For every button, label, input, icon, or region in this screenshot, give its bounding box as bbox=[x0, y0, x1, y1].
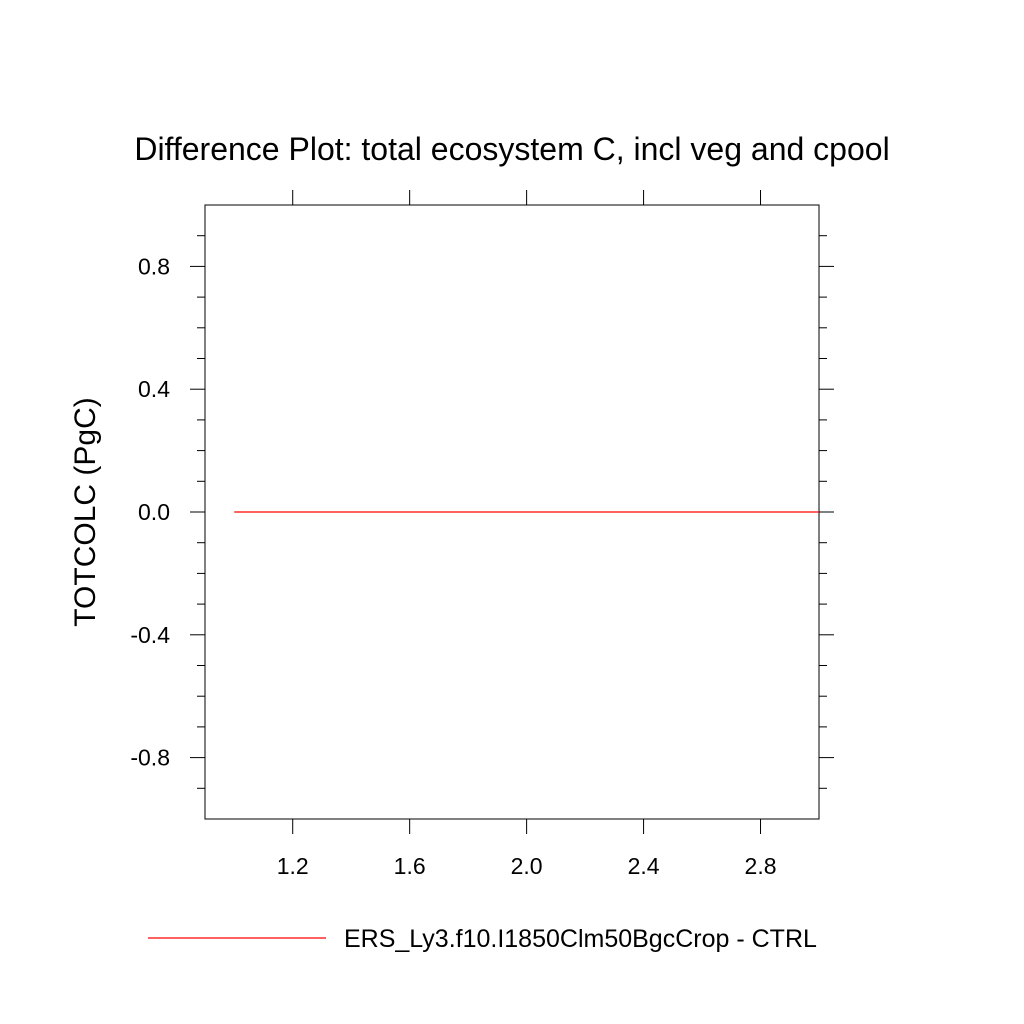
y-axis-label: TOTCOLC (PgC) bbox=[69, 397, 102, 626]
x-tick-label: 2.0 bbox=[511, 853, 543, 879]
y-tick-label: 0.0 bbox=[138, 499, 170, 525]
x-tick-label: 1.2 bbox=[277, 853, 309, 879]
x-tick-label: 2.8 bbox=[745, 853, 777, 879]
x-tick-label: 2.4 bbox=[628, 853, 660, 879]
y-tick-label: -0.4 bbox=[130, 622, 170, 648]
y-tick-label: -0.8 bbox=[130, 745, 170, 771]
x-tick-label: 1.6 bbox=[394, 853, 426, 879]
axis-ticks bbox=[190, 190, 834, 834]
y-tick-label: 0.4 bbox=[138, 376, 170, 402]
y-tick-label: 0.8 bbox=[138, 253, 170, 279]
legend-label: ERS_Ly3.f10.I1850Clm50BgcCrop - CTRL bbox=[344, 925, 817, 953]
legend: ERS_Ly3.f10.I1850Clm50BgcCrop - CTRL bbox=[148, 925, 817, 953]
chart-title: Difference Plot: total ecosystem C, incl… bbox=[134, 131, 889, 167]
axis-tick-labels: 1.2 1.6 2.0 2.4 2.8 0.8 0.4 0.0 -0.4 -0.8 bbox=[130, 253, 776, 879]
